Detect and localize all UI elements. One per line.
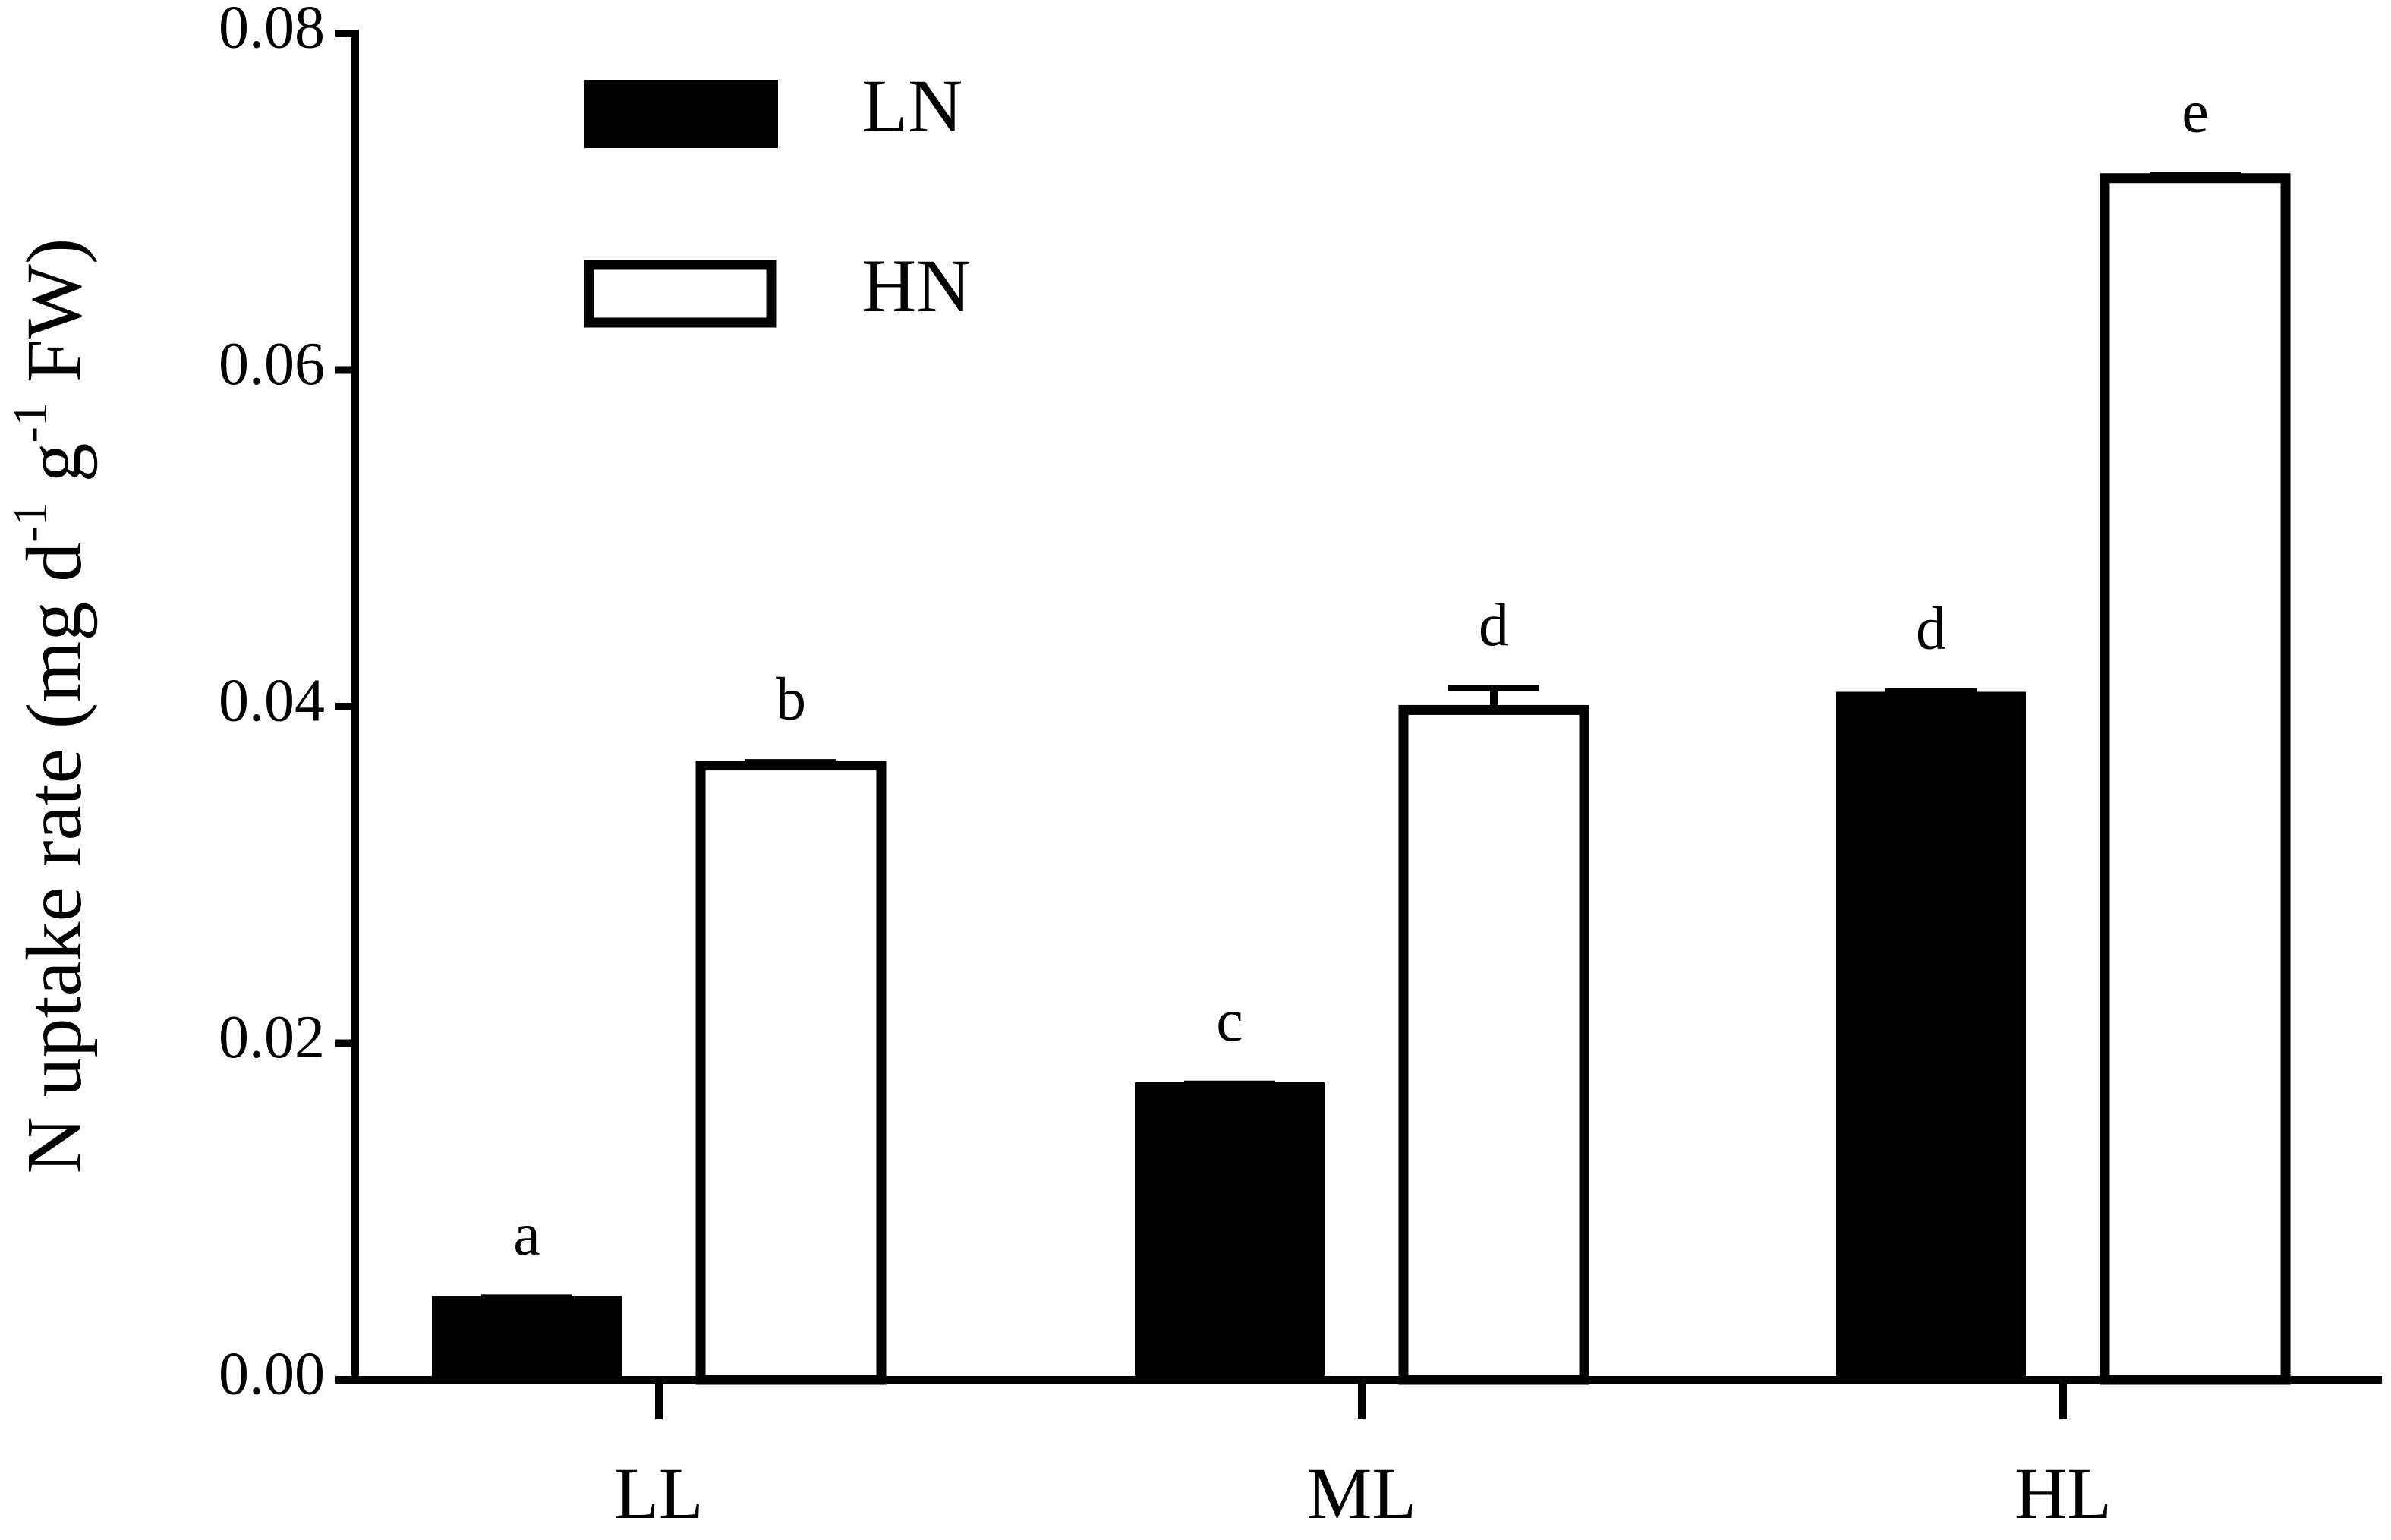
- bar-annotation: e: [2182, 79, 2209, 146]
- bar: [1135, 1082, 1325, 1380]
- y-axis-label-part: N uptake rate (mg d: [11, 543, 98, 1174]
- x-tick-label: HL: [2015, 1453, 2112, 1534]
- y-tick-label: 0.06: [219, 331, 325, 398]
- y-axis-label-sup: -1: [3, 402, 57, 442]
- legend-label: HN: [862, 244, 971, 328]
- bar: [1836, 691, 2026, 1380]
- y-axis-label-part: g: [11, 442, 98, 502]
- x-tick-label: ML: [1307, 1453, 1416, 1534]
- y-axis-label-sup: -1: [3, 502, 57, 542]
- legend-label: LN: [862, 64, 962, 148]
- legend-swatch: [584, 80, 778, 148]
- x-tick-label: LL: [614, 1453, 703, 1534]
- y-tick-label: 0.02: [219, 1004, 325, 1071]
- y-tick-label: 0.00: [219, 1340, 325, 1407]
- y-axis-label: N uptake rate (mg d-1 g-1 FW): [3, 238, 98, 1174]
- bar: [2100, 173, 2291, 1385]
- y-axis-label-part: FW): [11, 238, 98, 403]
- y-tick-label: 0.08: [219, 0, 325, 61]
- bar: [432, 1296, 622, 1380]
- bar: [695, 761, 887, 1385]
- bar: [1398, 704, 1589, 1385]
- legend-swatch: [584, 260, 777, 328]
- bar-annotation: a: [513, 1201, 540, 1268]
- bar-annotation: d: [1479, 592, 1509, 659]
- bar-annotation: d: [1916, 595, 1946, 662]
- bar-annotation: b: [776, 666, 806, 733]
- y-tick-label: 0.04: [219, 667, 325, 734]
- bar-annotation: c: [1216, 987, 1243, 1054]
